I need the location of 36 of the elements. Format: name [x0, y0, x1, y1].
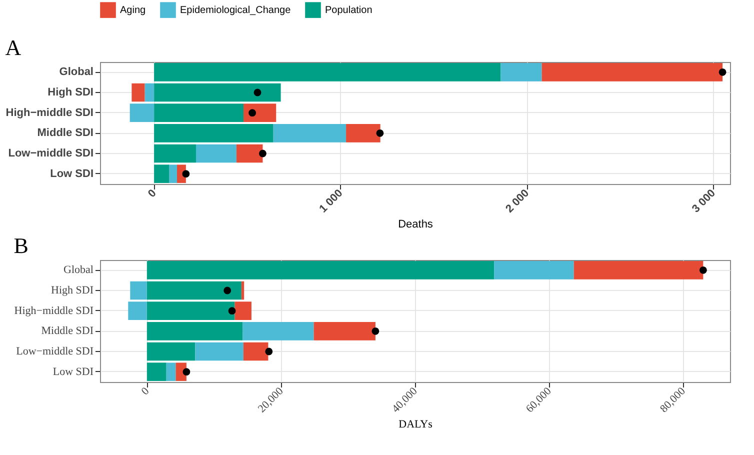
point	[182, 368, 190, 376]
point	[372, 327, 380, 335]
x-tick-label: 2 000	[504, 187, 532, 216]
x-axis-title: Deaths	[398, 218, 434, 230]
chart-title: B	[14, 233, 28, 258]
y-tick-label: Global	[59, 66, 94, 78]
y-tick-label: Middle SDI	[37, 127, 94, 140]
y-tick-label: Global	[64, 264, 94, 276]
legend-label: Population	[325, 5, 372, 16]
y-tick-label: Middle SDI	[41, 325, 94, 338]
point	[718, 68, 726, 76]
x-tick-label: 0	[146, 187, 159, 200]
y-tick-label: High SDI	[48, 86, 94, 98]
point	[254, 88, 262, 96]
point	[376, 129, 384, 137]
point	[265, 348, 273, 356]
y-tick-label: High−middle SDI	[14, 304, 94, 317]
point	[228, 307, 236, 315]
x-tick-label: 3 000	[690, 187, 718, 216]
y-tick-label: Low−middle SDI	[16, 346, 94, 358]
legend-label: Aging	[120, 5, 146, 16]
x-tick-label: 1 000	[317, 187, 346, 216]
point	[182, 170, 190, 178]
point	[259, 150, 266, 158]
point	[699, 266, 707, 274]
y-tick-label: High SDI	[51, 284, 94, 296]
point	[224, 286, 232, 294]
chart-title: A	[5, 35, 22, 60]
y-tick-label: Low SDI	[52, 366, 94, 378]
x-tick-label: 0	[139, 384, 152, 398]
y-tick-label: Low SDI	[50, 168, 94, 180]
y-tick-label: Low−middle SDI	[8, 148, 94, 160]
y-tick-label: High−middle SDI	[6, 106, 94, 119]
x-axis-title: DALYs	[398, 418, 432, 430]
point	[248, 109, 256, 117]
legend-label: Epidemiological_Change	[180, 5, 292, 16]
